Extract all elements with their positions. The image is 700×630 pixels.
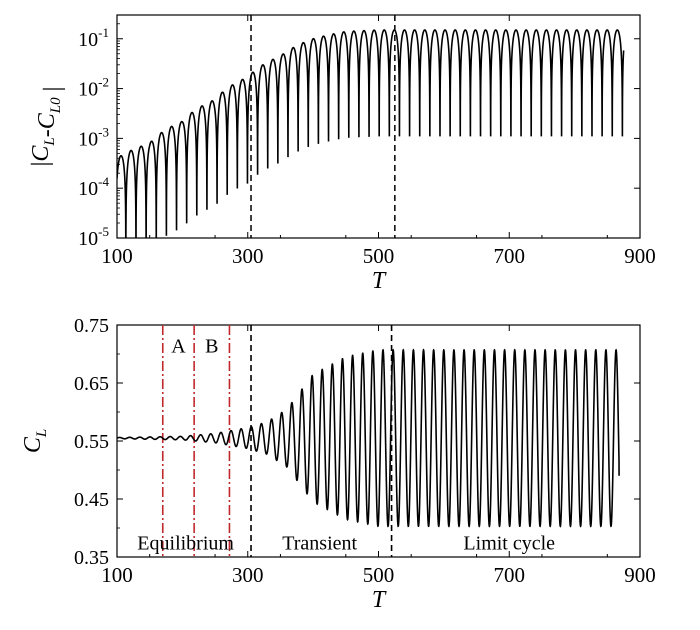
y-tick-label-bottom: 0.65 bbox=[74, 373, 109, 395]
y-tick-label-top: 10-3 bbox=[78, 124, 109, 150]
y-tick-label-bottom: 0.45 bbox=[74, 489, 109, 511]
x-tick-label-bottom: 300 bbox=[232, 563, 264, 587]
x-tick-label-top: 700 bbox=[494, 244, 526, 268]
y-tick-label-top: 10-1 bbox=[78, 25, 109, 51]
series-line-bottom bbox=[116, 348, 620, 528]
region-label-limit-cycle: Limit cycle bbox=[463, 533, 555, 555]
x-tick-label-top: 900 bbox=[624, 244, 656, 268]
y-tick-label-top: 10-2 bbox=[78, 75, 109, 101]
y-tick-label-bottom: 0.75 bbox=[74, 315, 109, 337]
series-line-top bbox=[117, 29, 625, 238]
x-tick-label-top: 300 bbox=[232, 244, 264, 268]
y-tick-label-top: 10-4 bbox=[78, 174, 109, 200]
panel-top-abs-deviation: 100 300 500 700 900 10-5 10-4 10-3 10-2 10-1 T |CL-… bbox=[28, 14, 656, 294]
x-tick-label-bottom: 100 bbox=[101, 563, 133, 587]
region-label-b: B bbox=[205, 335, 218, 357]
y-tick-label-top: 10-5 bbox=[78, 224, 109, 250]
y-axis-label-top: |CL-CL0 | bbox=[28, 87, 66, 167]
y-tick-label-bottom: 0.35 bbox=[74, 547, 109, 569]
x-axis-label-top: T bbox=[372, 268, 387, 294]
y-axis-label-bottom: CL bbox=[20, 429, 50, 453]
panel-bottom-lift-coefficient: 100 300 500 700 900 0.35 0.45 0.55 0.65 0.75 T CL A B… bbox=[20, 315, 656, 613]
x-tick-label-bottom: 900 bbox=[624, 563, 656, 587]
x-tick-label-top: 100 bbox=[101, 244, 133, 268]
x-tick-label-top: 500 bbox=[363, 244, 395, 268]
region-label-equilibrium: Equilibrium bbox=[137, 533, 234, 555]
x-tick-label-bottom: 700 bbox=[494, 563, 526, 587]
region-label-transient: Transient bbox=[282, 533, 357, 555]
region-label-a: A bbox=[171, 335, 186, 357]
x-axis-label-bottom: T bbox=[372, 587, 387, 613]
y-tick-label-bottom: 0.55 bbox=[74, 431, 109, 453]
x-tick-label-bottom: 500 bbox=[363, 563, 395, 587]
